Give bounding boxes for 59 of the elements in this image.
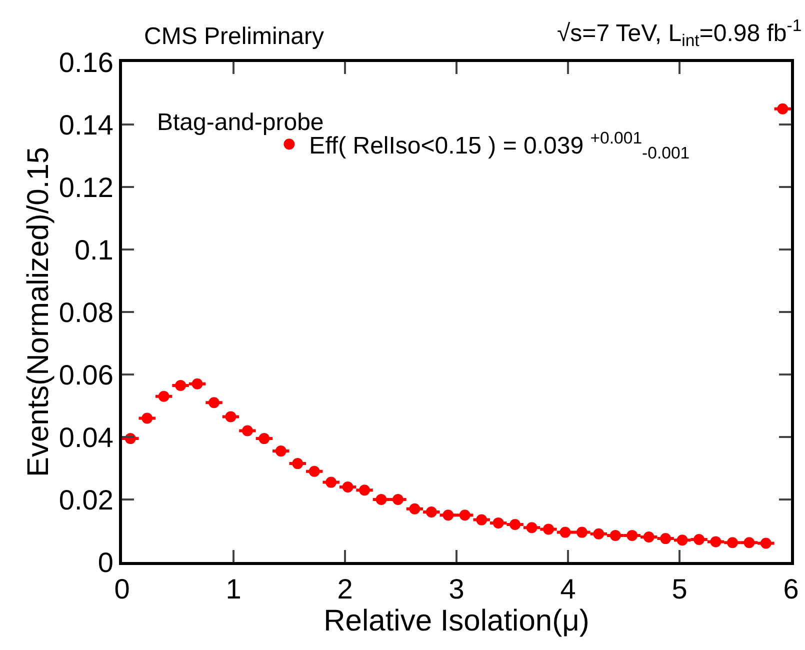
point <box>593 528 604 540</box>
point <box>308 466 320 477</box>
y-tick-label: 0.14 <box>58 109 114 140</box>
point <box>760 538 772 549</box>
y-tick-label: 0.06 <box>58 359 114 390</box>
x-tick-label: 4 <box>560 574 576 605</box>
point <box>492 517 504 528</box>
y-axis-title: Events(Normalized)/0.15 <box>22 146 55 478</box>
point <box>560 526 571 538</box>
point <box>626 530 638 541</box>
point <box>542 524 554 535</box>
point <box>660 533 672 544</box>
x-tick-label: 5 <box>672 574 688 605</box>
x-axis-title: Relative Isolation(μ) <box>324 604 590 638</box>
point <box>258 433 270 444</box>
point <box>643 532 654 542</box>
y-tick-label: 0.08 <box>58 296 114 328</box>
point <box>158 390 170 402</box>
point <box>242 425 253 436</box>
y-tick-label: 0.1 <box>74 234 114 266</box>
point <box>576 526 588 538</box>
y-tick-label: 0.04 <box>58 422 114 453</box>
point <box>710 536 722 548</box>
point <box>777 103 788 114</box>
y-tick-label: 0.12 <box>58 172 114 203</box>
point <box>292 458 304 470</box>
point <box>275 446 286 457</box>
annotation: Btag-and-probe <box>157 109 324 136</box>
point <box>526 522 538 534</box>
x-tick-label: 2 <box>337 574 353 605</box>
point <box>225 411 236 422</box>
point <box>392 494 404 505</box>
point <box>359 484 370 496</box>
x-tick-label: 6 <box>783 574 799 605</box>
point <box>442 510 454 521</box>
chart-subtitle: √s=7 TeV, L$_{int}$=0.98 fb$^{-1}$ <box>557 16 802 50</box>
point <box>726 537 738 548</box>
point <box>610 530 621 541</box>
chart-title: CMS Preliminary <box>144 23 324 50</box>
y-tick-label: 0 <box>98 546 114 578</box>
x-tick-label: 3 <box>448 574 464 605</box>
y-tick-label: 0.16 <box>58 46 114 78</box>
point <box>192 378 203 390</box>
point <box>326 476 337 488</box>
point <box>676 534 688 546</box>
x-tick-label: 1 <box>226 574 242 605</box>
point <box>510 519 521 530</box>
point <box>142 412 153 424</box>
point <box>175 380 186 391</box>
point <box>744 537 755 548</box>
point <box>409 503 420 514</box>
point <box>376 494 387 505</box>
y-tick-label: 0.02 <box>58 484 114 516</box>
point <box>426 506 437 518</box>
point <box>476 514 488 526</box>
point <box>208 397 220 408</box>
point <box>694 534 705 545</box>
point <box>342 482 354 492</box>
point <box>459 510 470 521</box>
